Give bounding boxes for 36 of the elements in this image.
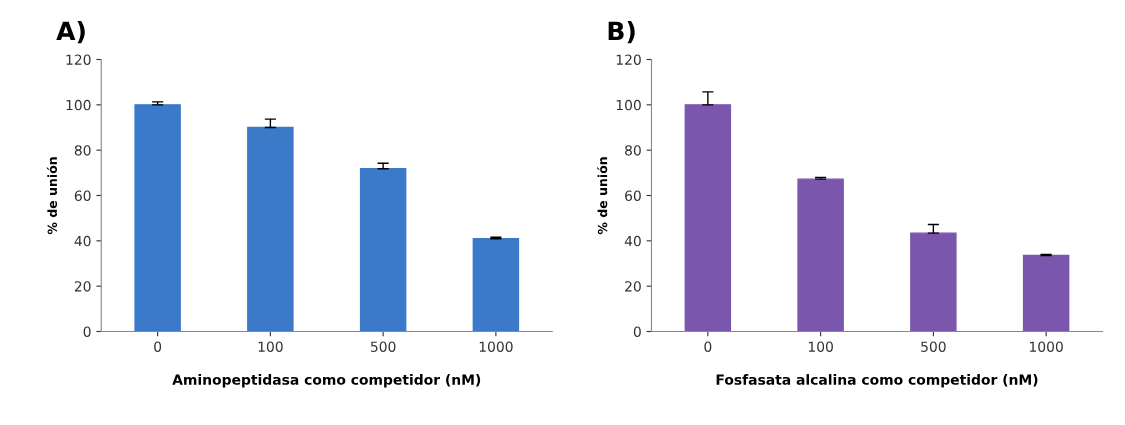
x-tick-label: 1000 (479, 341, 513, 352)
bar (797, 178, 844, 332)
x-axis-title: Aminopeptidasa como competidor (nM) (172, 374, 481, 388)
y-tick-label: 120 (616, 54, 641, 65)
y-tick-label: 20 (625, 281, 641, 292)
bar (910, 232, 957, 332)
x-axis-title: Fosfasata alcalina como competidor (nM) (716, 374, 1038, 388)
y-tick-label: 60 (74, 190, 91, 201)
x-tick-label: 0 (704, 341, 712, 352)
bar (684, 104, 732, 332)
y-tick-label: 0 (633, 326, 641, 337)
y-tick-label: 60 (625, 190, 641, 201)
bar (247, 126, 294, 332)
chart-title: B) (608, 21, 635, 44)
x-tick-label: 500 (921, 341, 946, 352)
x-tick-label: 500 (370, 341, 396, 352)
x-tick-label: 1000 (1029, 341, 1063, 352)
y-axis-title: % de unión (597, 157, 608, 235)
y-tick-label: 40 (624, 235, 641, 247)
x-tick-label: 100 (808, 341, 833, 352)
y-tick-label: 0 (83, 326, 91, 337)
y-tick-label: 100 (66, 99, 91, 111)
bar (134, 104, 181, 332)
bar (1022, 254, 1070, 332)
y-tick-label: 100 (616, 99, 641, 111)
chart-title: A) (56, 21, 85, 44)
y-tick-label: 80 (74, 145, 91, 156)
x-tick-label: 100 (258, 341, 283, 352)
y-axis-title: % de unión (46, 157, 58, 235)
bar (472, 238, 520, 332)
y-tick-label: 80 (625, 145, 641, 156)
y-tick-label: 20 (74, 281, 91, 292)
bar (359, 168, 407, 332)
x-tick-label: 0 (154, 341, 162, 352)
y-tick-label: 40 (74, 235, 91, 247)
y-tick-label: 120 (66, 54, 91, 65)
